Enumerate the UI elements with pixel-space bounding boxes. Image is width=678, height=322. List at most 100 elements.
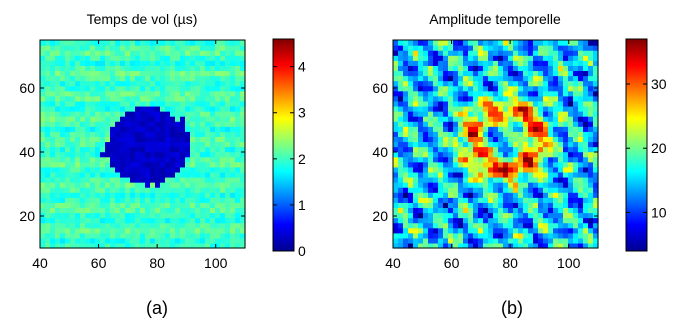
- heatmap-cell: [180, 207, 186, 214]
- heatmap-cell: [180, 116, 186, 122]
- heatmap-cell: [503, 182, 509, 188]
- heatmap-cell: [145, 85, 151, 92]
- heatmap-cell: [230, 75, 236, 82]
- heatmap-cell: [130, 156, 136, 163]
- heatmap-cell: [55, 222, 61, 229]
- heatmap-cell: [100, 166, 106, 173]
- heatmap-cell: [563, 242, 569, 249]
- heatmap-cell: [100, 126, 106, 132]
- heatmap-cell: [95, 90, 101, 97]
- heatmap-cell: [398, 197, 404, 203]
- heatmap-cell: [578, 141, 584, 148]
- heatmap-cell: [443, 65, 449, 72]
- heatmap-cell: [235, 105, 241, 112]
- heatmap-cell: [205, 141, 211, 148]
- heatmap-cell: [80, 105, 86, 112]
- heatmap-cell: [403, 60, 409, 66]
- heatmap-cell: [135, 212, 141, 219]
- heatmap-cell: [120, 126, 126, 132]
- heatmap-cell: [235, 227, 241, 234]
- heatmap-cell: [463, 146, 469, 153]
- heatmap-cell: [240, 182, 246, 188]
- heatmap-cell: [225, 70, 231, 77]
- heatmap-cell: [230, 161, 236, 168]
- heatmap-cell: [478, 55, 484, 61]
- heatmap-cell: [65, 136, 71, 143]
- heatmap-cell: [50, 75, 56, 82]
- heatmap-cell: [210, 192, 216, 198]
- heatmap-cell: [230, 65, 236, 72]
- heatmap-cell: [90, 156, 96, 163]
- heatmap-cell: [518, 182, 524, 188]
- heatmap-cell: [85, 45, 91, 51]
- heatmap-cell: [165, 90, 171, 97]
- heatmap-cell: [135, 197, 141, 203]
- heatmap-cell: [40, 95, 46, 102]
- heatmap-cell: [473, 156, 479, 163]
- heatmap-cell: [393, 232, 399, 239]
- heatmap-cell: [538, 222, 544, 229]
- heatmap-cell: [235, 40, 241, 46]
- heatmap-cell: [230, 171, 236, 178]
- heatmap-cell: [150, 45, 156, 51]
- heatmap-cell: [160, 65, 166, 72]
- heatmap-cell: [165, 217, 171, 224]
- heatmap-cell: [70, 237, 76, 244]
- heatmap-cell: [578, 187, 584, 193]
- heatmap-cell: [220, 65, 226, 72]
- heatmap-cell: [438, 60, 444, 66]
- heatmap-cell: [190, 111, 196, 117]
- heatmap-cell: [205, 202, 211, 209]
- heatmap-cell: [230, 166, 236, 173]
- heatmap-cell: [210, 156, 216, 163]
- heatmap-cell: [55, 171, 61, 178]
- heatmap-cell: [498, 85, 504, 92]
- heatmap-cell: [433, 187, 439, 193]
- heatmap-cell: [175, 121, 181, 127]
- heatmap-cell: [210, 227, 216, 234]
- heatmap-cell: [85, 121, 91, 127]
- heatmap-cell: [393, 95, 399, 102]
- heatmap-cell: [508, 111, 514, 117]
- heatmap-cell: [145, 111, 151, 117]
- heatmap-cell: [423, 60, 429, 66]
- heatmap-cell: [165, 55, 171, 61]
- heatmap-cell: [588, 75, 594, 82]
- heatmap-cell: [493, 75, 499, 82]
- heatmap-cell: [135, 105, 141, 112]
- heatmap-cell: [458, 126, 464, 132]
- heatmap-cell: [120, 85, 126, 92]
- heatmap-cell: [65, 176, 71, 183]
- heatmap-cell: [438, 90, 444, 97]
- heatmap-cell: [125, 60, 131, 66]
- heatmap-cell: [548, 55, 554, 61]
- heatmap-cell: [503, 95, 509, 102]
- heatmap-cell: [220, 136, 226, 143]
- heatmap-cell: [473, 70, 479, 77]
- heatmap-cell: [225, 141, 231, 148]
- heatmap-cell: [215, 55, 221, 61]
- heatmap-cell: [220, 161, 226, 168]
- heatmap-cell: [393, 100, 399, 107]
- heatmap-cell: [95, 237, 101, 244]
- heatmap-cell: [478, 50, 484, 56]
- heatmap-cell: [190, 237, 196, 244]
- heatmap-cell: [573, 227, 579, 234]
- heatmap-cell: [418, 121, 424, 127]
- heatmap-cell: [115, 222, 121, 229]
- heatmap-cell: [130, 111, 136, 117]
- heatmap-cell: [568, 50, 574, 56]
- heatmap-cell: [543, 45, 549, 51]
- heatmap-cell: [588, 121, 594, 127]
- heatmap-cell: [458, 207, 464, 214]
- heatmap-cell: [428, 242, 434, 249]
- heatmap-cell: [135, 60, 141, 66]
- heatmap-cell: [483, 75, 489, 82]
- heatmap-cell: [588, 232, 594, 239]
- heatmap-cell: [215, 40, 221, 46]
- heatmap-cell: [190, 90, 196, 97]
- heatmap-cell: [458, 197, 464, 203]
- heatmap-cell: [538, 192, 544, 198]
- heatmap-cell: [558, 187, 564, 193]
- heatmap-cell: [553, 192, 559, 198]
